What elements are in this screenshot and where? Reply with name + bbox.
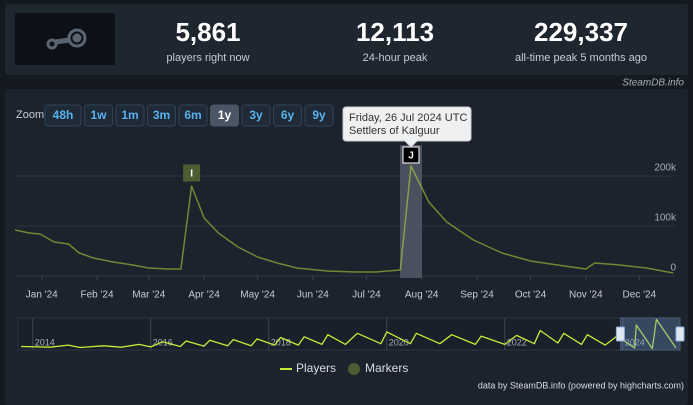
x-tick-label: Jun '24 bbox=[297, 290, 329, 301]
steam-logo bbox=[46, 28, 87, 50]
zoom-button[interactable] bbox=[273, 104, 302, 127]
x-tick-label: Aug '24 bbox=[405, 290, 439, 301]
legend-label[interactable]: Players bbox=[296, 361, 336, 375]
navigator-handle[interactable] bbox=[615, 326, 625, 342]
stat-value: 12,113 bbox=[356, 17, 434, 47]
stat-label: players right now bbox=[166, 52, 249, 64]
navigator-tick-label: 2022 bbox=[507, 337, 527, 347]
navigator-bg bbox=[17, 317, 681, 351]
tooltip-date: Friday, 26 Jul 2024 UTC bbox=[349, 112, 467, 124]
tooltip-event: Settlers of Kalguur bbox=[349, 125, 440, 137]
zoom-button[interactable] bbox=[241, 104, 271, 127]
zoom-button[interactable] bbox=[304, 104, 334, 127]
navigator-tick-label: 2014 bbox=[35, 337, 55, 347]
stat-label: 24-hour peak bbox=[363, 52, 428, 64]
event-marker-label[interactable]: J bbox=[408, 151, 414, 162]
x-tick-label: May '24 bbox=[240, 290, 275, 301]
zoom-button-label[interactable]: 3y bbox=[249, 108, 263, 122]
x-tick-label: Oct '24 bbox=[515, 290, 547, 301]
hover-band bbox=[400, 145, 422, 278]
x-tick-label: Mar '24 bbox=[132, 290, 165, 301]
x-tick-label: Feb '24 bbox=[81, 290, 114, 301]
zoom-button[interactable] bbox=[210, 104, 239, 127]
event-marker-label[interactable]: I bbox=[190, 169, 193, 180]
x-tick-label: Jul '24 bbox=[352, 290, 381, 301]
stat-label: all-time peak 5 months ago bbox=[515, 52, 647, 64]
zoom-button[interactable] bbox=[84, 104, 113, 127]
zoom-button-label[interactable]: 3m bbox=[153, 108, 170, 122]
x-tick-label: Sep '24 bbox=[460, 290, 494, 301]
y-tick-label: 0 bbox=[670, 263, 676, 274]
y-tick-label: 200k bbox=[654, 163, 677, 174]
zoom-button-label[interactable]: 1y bbox=[218, 108, 232, 122]
navigator-tick-label: 2020 bbox=[389, 337, 409, 347]
stat-value: 229,337 bbox=[534, 17, 628, 47]
zoom-button-label[interactable]: 6y bbox=[281, 108, 295, 122]
zoom-button[interactable] bbox=[147, 104, 176, 127]
stat-value: 5,861 bbox=[175, 17, 240, 47]
y-tick-label: 100k bbox=[654, 213, 677, 224]
navigator-tick-label: 2018 bbox=[271, 337, 291, 347]
zoom-button-label[interactable]: 6m bbox=[184, 108, 201, 122]
navigator-handle[interactable] bbox=[675, 326, 685, 342]
tooltip-box bbox=[342, 106, 472, 148]
legend-marker[interactable] bbox=[348, 363, 360, 375]
navigator-selection[interactable] bbox=[619, 317, 681, 351]
navigator-line bbox=[20, 318, 677, 350]
x-tick-label: Jan '24 bbox=[26, 290, 58, 301]
zoom-button[interactable] bbox=[115, 104, 145, 127]
x-tick-label: Dec '24 bbox=[623, 290, 657, 301]
x-tick-label: Apr '24 bbox=[188, 290, 220, 301]
credits: data by SteamDB.info (powered by highcha… bbox=[478, 380, 684, 390]
stats-panel bbox=[5, 4, 688, 75]
source-label: SteamDB.info bbox=[622, 78, 684, 89]
zoom-button[interactable] bbox=[178, 104, 208, 127]
x-tick-label: Nov '24 bbox=[569, 290, 603, 301]
zoom-button-label[interactable]: 48h bbox=[53, 108, 74, 122]
zoom-label: Zoom bbox=[16, 109, 44, 121]
legend-label[interactable]: Markers bbox=[365, 361, 408, 375]
player-line bbox=[14, 165, 674, 274]
zoom-button-label[interactable]: 1w bbox=[90, 108, 107, 122]
zoom-button[interactable] bbox=[44, 104, 82, 127]
zoom-button-label[interactable]: 9y bbox=[312, 108, 326, 122]
event-marker[interactable] bbox=[183, 164, 201, 182]
zoom-button-label[interactable]: 1m bbox=[121, 108, 138, 122]
